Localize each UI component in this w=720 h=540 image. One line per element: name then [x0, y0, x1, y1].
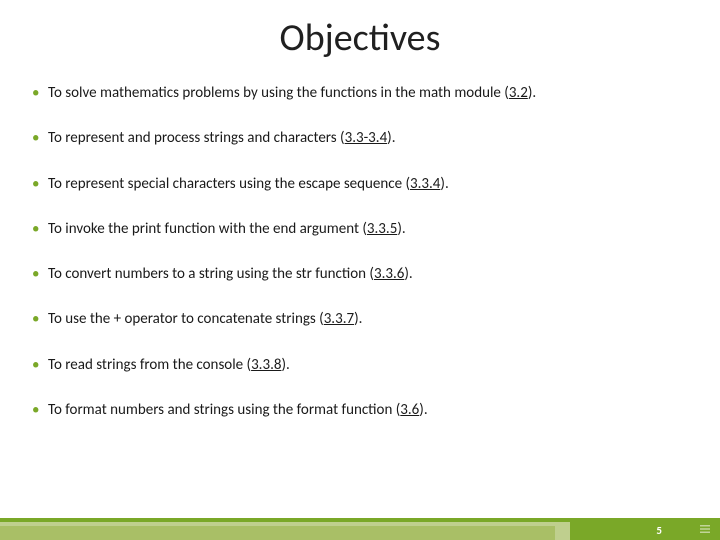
section-ref: 3.2 [509, 84, 528, 102]
section-ref: 3.3.8 [251, 356, 281, 374]
bullet-text: To represent special characters using th… [48, 175, 410, 193]
bullet-text: To convert numbers to a string using the… [48, 265, 374, 283]
bullet-text-post: ). [397, 220, 405, 238]
section-ref: 3.3.4 [410, 175, 440, 193]
list-item: To represent special characters using th… [30, 174, 690, 194]
list-item: To represent and process strings and cha… [30, 128, 690, 148]
bullet-text-post: ). [528, 84, 536, 102]
section-ref: 3.3.6 [374, 265, 404, 283]
bullet-text-post: ). [419, 401, 427, 419]
slide-footer: 5 [0, 512, 720, 540]
bullet-text: To represent and process strings and cha… [48, 129, 345, 147]
slide-title: Objectives [30, 15, 690, 61]
list-item: To format numbers and strings using the … [30, 400, 690, 420]
bullet-text: To solve mathematics problems by using t… [48, 84, 509, 102]
list-item: To solve mathematics problems by using t… [30, 83, 690, 103]
list-item: To use the + operator to concatenate str… [30, 309, 690, 329]
section-ref: 3.3.5 [367, 220, 397, 238]
bullet-text-post: ). [440, 175, 448, 193]
bullet-text: To use the + operator to concatenate str… [48, 310, 324, 328]
page-number: 5 [656, 524, 662, 537]
bullet-text-post: ). [404, 265, 412, 283]
list-item: To invoke the print function with the en… [30, 219, 690, 239]
bullet-text: To invoke the print function with the en… [48, 220, 367, 238]
menu-icon [698, 522, 712, 536]
section-ref: 3.6 [400, 401, 419, 419]
section-ref: 3.3.7 [324, 310, 354, 328]
objectives-list: To solve mathematics problems by using t… [30, 83, 690, 420]
footer-bar-mid [0, 526, 555, 540]
bullet-text-post: ). [387, 129, 395, 147]
slide: Objectives To solve mathematics problems… [0, 0, 720, 540]
bullet-text: To format numbers and strings using the … [48, 401, 400, 419]
bullet-text-post: ). [354, 310, 362, 328]
section-ref: 3.3-3.4 [345, 129, 388, 147]
bullet-text: To read strings from the console ( [48, 356, 251, 374]
list-item: To read strings from the console (3.3.8)… [30, 355, 690, 375]
bullet-text-post: ). [281, 356, 289, 374]
list-item: To convert numbers to a string using the… [30, 264, 690, 284]
